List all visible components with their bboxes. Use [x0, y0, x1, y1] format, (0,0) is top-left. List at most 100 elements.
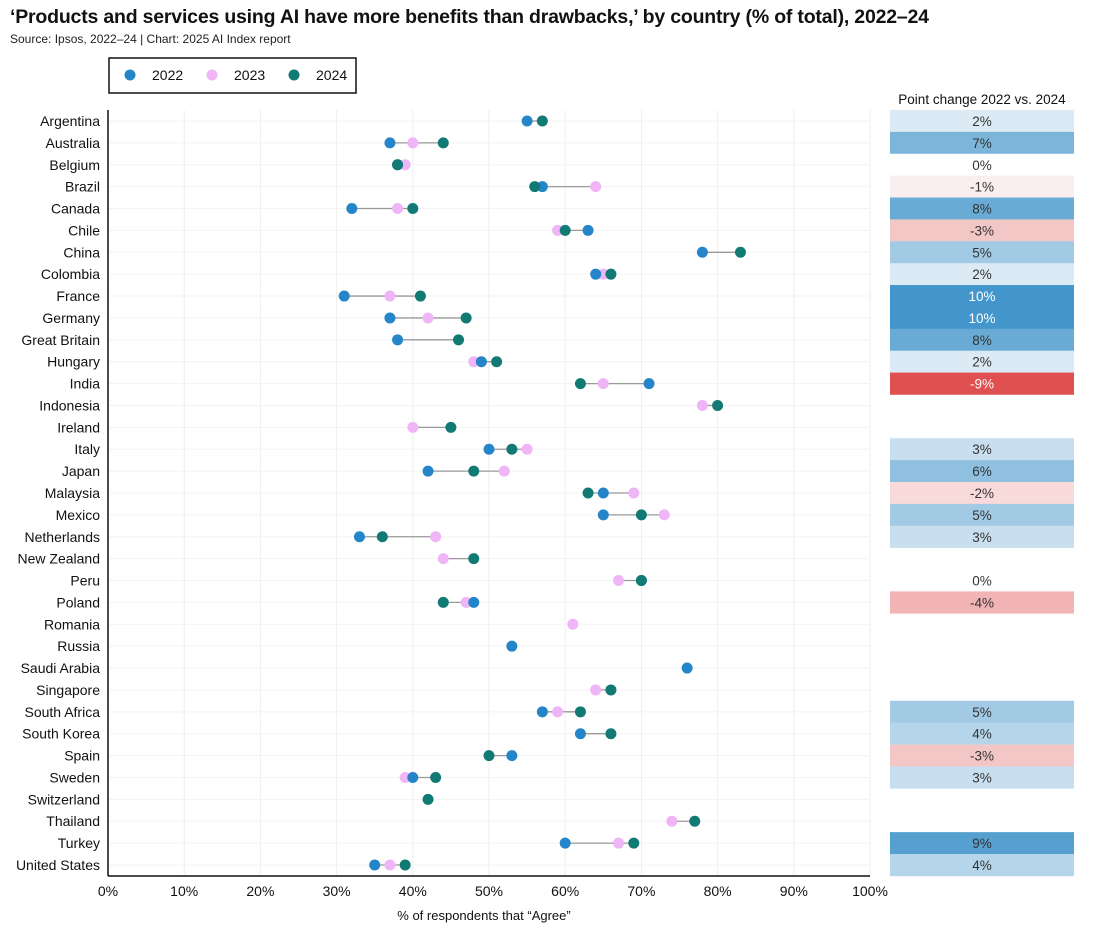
country-label: Thailand: [46, 813, 100, 829]
point-change-cell: [890, 197, 1074, 220]
point-change-value: 3%: [972, 770, 992, 785]
x-tick-label: 0%: [98, 883, 118, 899]
dot-2023: [399, 771, 411, 783]
dot-2023: [384, 859, 396, 871]
point-change-cell: [890, 219, 1074, 242]
dot-2022: [696, 246, 708, 258]
dot-2023: [666, 815, 678, 827]
legend-marker-2022: [124, 69, 136, 81]
point-change-value: 6%: [972, 464, 992, 479]
dot-2024: [529, 181, 541, 193]
dot-2023: [460, 596, 472, 608]
dot-2024: [628, 837, 640, 849]
point-change-value: 10%: [968, 311, 995, 326]
point-change-value: 7%: [972, 136, 992, 151]
dot-2024: [445, 421, 457, 433]
dot-2024: [605, 268, 617, 280]
dot-2022: [643, 378, 655, 390]
dot-2024: [430, 771, 442, 783]
point-change-cell: [890, 328, 1074, 352]
point-change-value: -4%: [970, 595, 994, 610]
point-change-value: 0%: [972, 158, 992, 173]
country-label: Malaysia: [45, 485, 100, 501]
dot-2023: [696, 399, 708, 411]
point-change-cell: [890, 744, 1074, 767]
point-change-value: 4%: [972, 727, 992, 742]
point-change-cell: [890, 175, 1074, 198]
point-change-value: 9%: [972, 836, 992, 851]
country-label: Netherlands: [25, 529, 101, 545]
country-label: South Korea: [22, 726, 100, 742]
x-tick-label: 60%: [551, 883, 579, 899]
country-label: Romania: [44, 616, 100, 632]
dot-2023: [613, 575, 625, 587]
x-tick-label: 90%: [780, 883, 808, 899]
point-change-cell: [890, 263, 1074, 286]
dot-2022: [483, 443, 495, 455]
point-change-value: 2%: [972, 267, 992, 282]
dot-2023: [407, 137, 419, 149]
dot-2024: [399, 859, 411, 871]
country-label: Poland: [56, 594, 100, 610]
dot-2024: [437, 596, 449, 608]
country-label: Chile: [68, 222, 100, 238]
dot-2022: [338, 290, 350, 302]
dot-2023: [498, 465, 510, 477]
country-label: Brazil: [65, 179, 100, 195]
x-tick-label: 70%: [627, 883, 655, 899]
dot-2022: [369, 859, 381, 871]
dot-2024: [376, 531, 388, 543]
country-label: Australia: [46, 135, 101, 151]
dot-2022: [521, 115, 533, 127]
dot-2022: [475, 356, 487, 368]
dot-2024: [574, 706, 586, 718]
point-change-cell: [890, 241, 1074, 264]
point-change-value: 10%: [968, 289, 995, 304]
dot-2024: [422, 793, 434, 805]
dot-2024: [453, 334, 465, 346]
country-label: South Africa: [25, 704, 101, 720]
country-label: Sweden: [49, 769, 100, 785]
x-axis-title: % of respondents that “Agree”: [397, 908, 570, 923]
x-tick-label: 100%: [852, 883, 888, 899]
dot-2022: [597, 487, 609, 499]
dot-2024: [712, 399, 724, 411]
point-change-value: 2%: [972, 355, 992, 370]
country-label: Germany: [42, 310, 100, 326]
point-change-cell: [890, 766, 1074, 789]
point-change-cell: [890, 285, 1074, 308]
point-change-value: 8%: [972, 333, 992, 348]
point-change-value: 5%: [972, 245, 992, 260]
point-change-value: -1%: [970, 180, 994, 195]
dot-2022: [407, 771, 419, 783]
x-tick-label: 20%: [246, 883, 274, 899]
dot-2023: [384, 290, 396, 302]
dot-2023: [597, 268, 609, 280]
dot-2024: [734, 246, 746, 258]
dot-2024: [605, 684, 617, 696]
x-tick-label: 30%: [323, 883, 351, 899]
dot-2023: [521, 443, 533, 455]
dot-2022: [574, 728, 586, 740]
x-tick-label: 50%: [475, 883, 503, 899]
dot-2023: [590, 684, 602, 696]
table-header: Point change 2022 vs. 2024: [898, 92, 1066, 107]
country-label: Ireland: [57, 419, 100, 435]
dot-2022: [392, 334, 404, 346]
dot-2024: [437, 137, 449, 149]
dot-2024: [689, 815, 701, 827]
dot-2024: [506, 443, 518, 455]
point-change-cell: [890, 525, 1074, 548]
legend-label: 2024: [316, 67, 347, 83]
dot-2023: [613, 837, 625, 849]
dot-2024: [635, 575, 647, 587]
point-change-cell: [890, 722, 1074, 745]
dot-2023: [590, 181, 602, 193]
country-label: Mexico: [56, 507, 101, 523]
chart-source: Source: Ipsos, 2022–24 | Chart: 2025 AI …: [10, 32, 291, 46]
point-change-cell: [890, 110, 1074, 133]
point-change-cell: [890, 569, 1074, 592]
x-tick-label: 10%: [170, 883, 198, 899]
